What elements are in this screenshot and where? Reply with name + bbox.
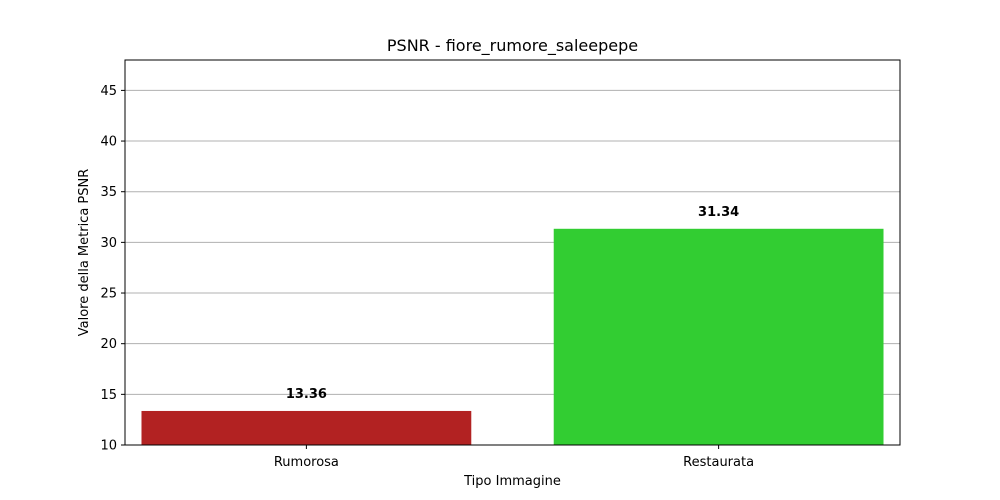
x-tick-label-rumorosa: Rumorosa: [274, 455, 339, 470]
bar-rumorosa: [141, 410, 472, 445]
grid-lines: [125, 89, 900, 395]
bar-restaurata: [553, 228, 884, 445]
chart-title: PSNR - fiore_rumore_saleepepe: [387, 36, 638, 56]
y-tick-label-40: 40: [100, 135, 117, 150]
x-tick-label-restaurata: Restaurata: [683, 455, 754, 470]
y-axis-ticks: 10 15 20 25 30 35 40 45: [100, 84, 125, 454]
data-label-rumorosa: 13.36: [286, 387, 327, 402]
x-axis-label: Tipo Immagine: [463, 474, 561, 489]
data-label-restaurata: 31.34: [698, 205, 739, 220]
y-tick-label-35: 35: [100, 185, 117, 200]
y-tick-label-10: 10: [100, 439, 117, 454]
x-axis-ticks: Rumorosa Restaurata: [274, 445, 754, 470]
y-axis-label: Valore della Metrica PSNR: [77, 169, 92, 337]
plot-area-frame: [124, 59, 901, 446]
data-labels: 13.36 31.34: [286, 205, 739, 402]
bars: [141, 228, 884, 445]
y-tick-label-45: 45: [100, 84, 117, 99]
y-tick-label-30: 30: [100, 236, 117, 251]
y-tick-label-20: 20: [100, 337, 117, 352]
y-tick-label-25: 25: [100, 287, 117, 302]
y-tick-label-15: 15: [100, 388, 117, 403]
